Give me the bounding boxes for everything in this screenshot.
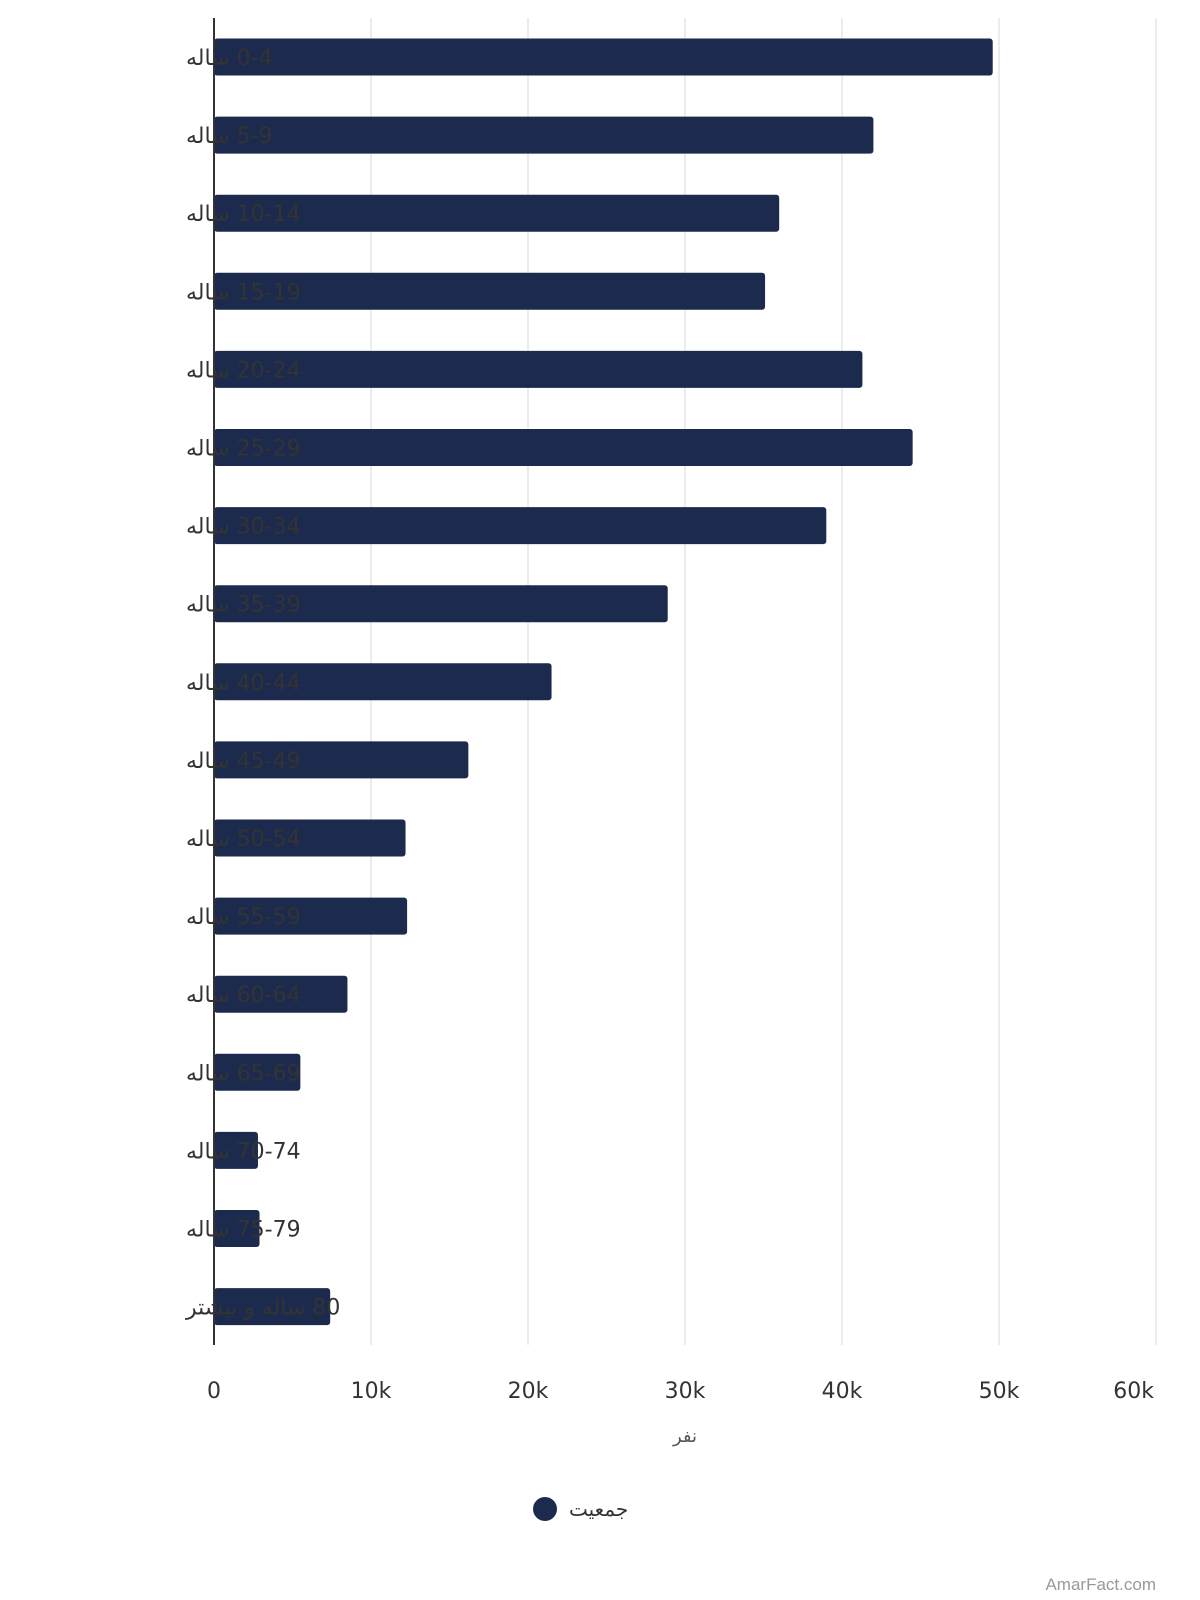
category-labels: 0-4 ساله 5-9 ساله 10-14 ساله 15-19 ساله 20-2… bbox=[185, 46, 340, 1321]
x-axis-title: نفر bbox=[672, 1426, 697, 1447]
category-label: 15-19 ساله bbox=[186, 280, 301, 305]
category-label: 5-9 ساله bbox=[186, 124, 273, 149]
category-label: 35-39 ساله bbox=[186, 593, 301, 618]
bars bbox=[214, 38, 993, 1326]
category-label: 80 ساله و بیشتر bbox=[185, 1296, 340, 1321]
bar[interactable] bbox=[214, 1288, 331, 1326]
x-tick-label: 20k bbox=[508, 1379, 549, 1404]
category-label: 55-59 ساله bbox=[186, 905, 301, 930]
bar[interactable] bbox=[214, 429, 913, 466]
bar[interactable] bbox=[214, 350, 863, 388]
bar[interactable] bbox=[214, 819, 406, 857]
category-label: 20-24 ساله bbox=[186, 358, 301, 383]
bar[interactable] bbox=[214, 1210, 260, 1247]
bar[interactable] bbox=[214, 507, 827, 545]
category-label: 10-14 ساله bbox=[186, 202, 301, 227]
x-tick-label: 30k bbox=[665, 1379, 706, 1404]
bar[interactable] bbox=[214, 272, 766, 310]
legend-label: جمعیت bbox=[569, 1497, 628, 1521]
category-label: 65-69 ساله bbox=[186, 1061, 301, 1086]
category-label: 60-64 ساله bbox=[186, 983, 301, 1008]
bar[interactable] bbox=[214, 1053, 301, 1091]
category-label: 45-49 ساله bbox=[186, 749, 301, 774]
category-label: 30-34 ساله bbox=[186, 515, 301, 540]
bar[interactable] bbox=[214, 116, 874, 154]
bar[interactable] bbox=[214, 975, 348, 1013]
x-tick-label: 50k bbox=[979, 1379, 1020, 1404]
bar[interactable] bbox=[214, 194, 780, 232]
x-tick-label: 60k bbox=[1113, 1379, 1154, 1404]
bar[interactable] bbox=[214, 1131, 258, 1169]
x-tick-labels: 0 10k 20k 30k 40k 50k 60k bbox=[207, 1379, 1154, 1404]
bar[interactable] bbox=[214, 38, 993, 76]
watermark: AmarFact.com bbox=[1045, 1575, 1156, 1594]
x-tick-label: 40k bbox=[822, 1379, 863, 1404]
bar[interactable] bbox=[214, 897, 408, 935]
category-label: 25-29 ساله bbox=[186, 437, 301, 462]
bar[interactable] bbox=[214, 663, 552, 701]
category-label: 40-44 ساله bbox=[186, 671, 301, 696]
category-label: 75-79 ساله bbox=[186, 1218, 301, 1243]
category-label: 0-4 ساله bbox=[186, 46, 273, 71]
legend[interactable]: جمعیت bbox=[533, 1497, 628, 1521]
category-label: 70-74 ساله bbox=[186, 1139, 301, 1164]
x-tick-label: 10k bbox=[351, 1379, 392, 1404]
bar[interactable] bbox=[214, 585, 668, 623]
grid-lines bbox=[370, 18, 1157, 1345]
bar[interactable] bbox=[214, 741, 469, 779]
x-tick-label: 0 bbox=[207, 1379, 221, 1404]
category-label: 50-54 ساله bbox=[186, 827, 301, 852]
legend-marker-icon bbox=[533, 1497, 557, 1521]
